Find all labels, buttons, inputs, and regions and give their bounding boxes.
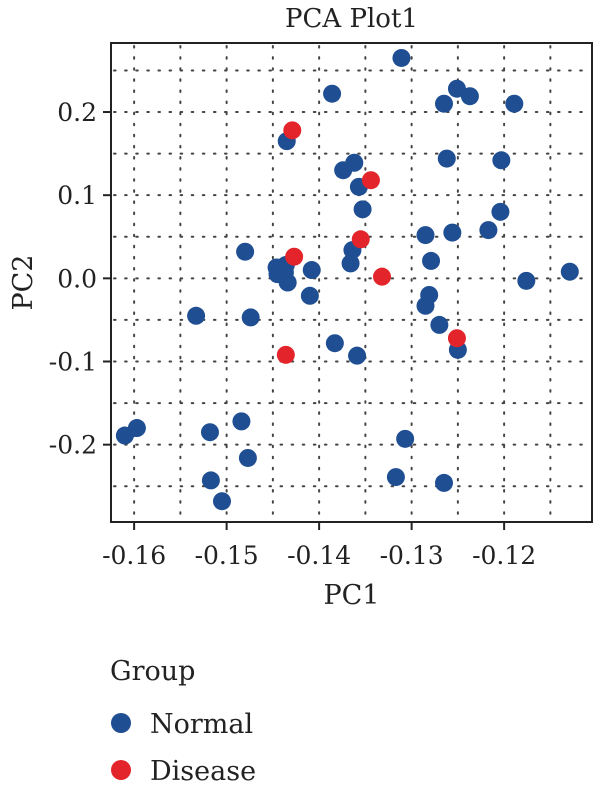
y-tick-label: 0.0 [57,264,97,293]
data-point-normal [505,94,524,113]
data-point-normal [396,429,415,448]
data-point-normal [392,48,411,67]
data-points [115,48,579,511]
legend-title: Group [110,656,195,687]
data-point-normal [348,346,367,365]
x-tick-label: -0.15 [195,541,259,570]
data-point-normal [492,151,511,170]
legend-label-disease: Disease [150,756,256,787]
legend: Group Normal Disease [110,656,256,787]
data-point-normal [443,223,462,242]
data-point-normal [200,423,219,442]
data-point-normal [479,221,498,240]
series-normal [115,48,579,511]
data-point-normal [278,273,297,292]
x-axis-label: PC1 [323,580,379,611]
data-point-normal [422,251,441,270]
data-point-normal [232,412,251,431]
x-tick-label: -0.13 [380,541,444,570]
data-point-disease [276,345,295,364]
data-point-normal [127,419,146,438]
legend-label-normal: Normal [150,709,253,740]
data-point-normal [435,94,453,113]
data-point-normal [386,468,405,487]
data-point-normal [241,308,260,327]
series-disease [276,121,466,364]
legend-marker-disease [111,760,131,780]
plot-panel-frame [110,42,593,523]
data-point-normal [460,87,479,106]
data-point-normal [560,262,579,281]
data-point-normal [430,315,449,334]
x-tick-label: -0.12 [472,541,536,570]
data-point-normal [353,200,372,219]
data-point-disease [373,267,392,286]
data-point-normal [517,271,536,290]
data-point-normal [300,286,319,305]
x-tick-label: -0.14 [287,541,351,570]
y-tick-label: 0.2 [57,98,97,127]
data-point-normal [491,202,510,221]
data-point-disease [447,329,466,348]
data-point-normal [236,242,255,261]
data-point-normal [416,226,435,245]
y-tick-label: 0.1 [57,181,97,210]
data-point-normal [302,261,321,280]
grid-dots [113,45,590,520]
data-point-disease [361,171,380,190]
y-tick-label: -0.1 [49,348,97,377]
data-point-normal [238,448,257,467]
data-point-disease [283,121,302,140]
data-point-normal [201,471,220,490]
data-point-normal [416,296,435,315]
data-point-normal [341,254,360,273]
data-point-normal [325,334,344,353]
data-point-disease [285,247,304,266]
y-tick-label: -0.2 [49,431,97,460]
axis-ticks: -0.16 -0.15 -0.14 -0.13 -0.12 0.2 0.1 0.0 -0.1 -0… [49,98,536,570]
chart-title: PCA Plot1 [285,4,418,34]
data-point-normal [187,306,206,325]
data-point-normal [213,492,231,511]
x-tick-label: -0.16 [102,541,166,570]
data-point-normal [334,161,353,180]
data-point-normal [437,149,456,168]
y-axis-label: PC2 [8,254,39,310]
legend-marker-normal [111,713,131,733]
data-point-normal [323,84,342,103]
data-point-disease [351,230,370,249]
data-point-normal [435,473,453,492]
